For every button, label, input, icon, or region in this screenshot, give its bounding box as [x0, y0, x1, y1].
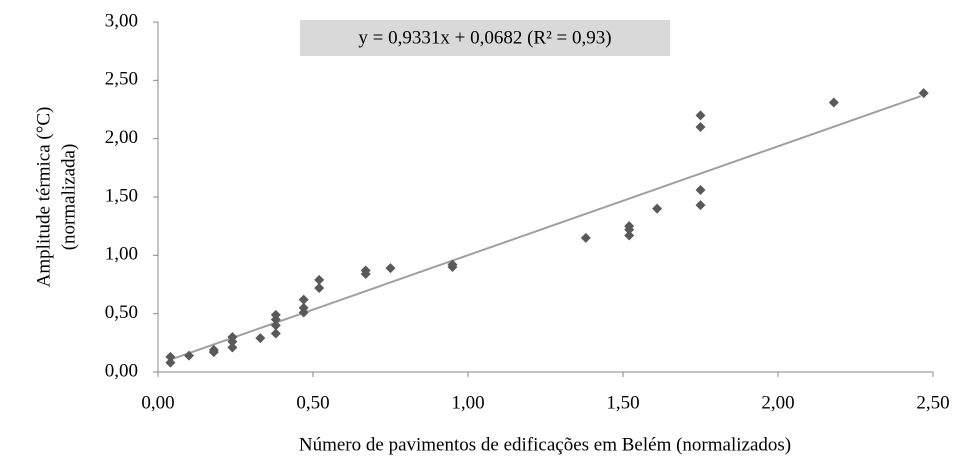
x-axis-label: Número de pavimentos de edificações em B…	[299, 434, 791, 455]
point	[314, 274, 325, 285]
point	[624, 221, 635, 232]
point	[828, 97, 839, 108]
point	[165, 357, 176, 368]
y-tick-label: 0,00	[105, 360, 138, 381]
point	[695, 200, 706, 211]
y-axis-label: Amplitude térmica (°C)	[33, 107, 54, 288]
point	[624, 230, 635, 241]
y-axis-label: (normalizada)	[58, 144, 79, 251]
point	[695, 110, 706, 121]
point	[695, 122, 706, 132]
annotation-box	[300, 20, 670, 56]
point	[918, 88, 929, 99]
point	[165, 351, 176, 362]
point	[270, 320, 281, 331]
y-tick-label: 2,50	[105, 69, 138, 90]
point	[298, 294, 309, 305]
point	[184, 350, 194, 361]
point	[695, 185, 706, 195]
point	[270, 328, 281, 339]
y-tick-label: 1,00	[105, 244, 138, 265]
x-tick-label: 2,50	[916, 392, 949, 413]
point	[385, 263, 396, 274]
trendline	[170, 95, 921, 361]
x-tick-label: 0,50	[296, 392, 329, 413]
point	[580, 232, 591, 243]
point	[447, 262, 458, 272]
point	[298, 302, 309, 313]
x-tick-label: 1,00	[451, 392, 484, 413]
y-tick-label: 0,50	[105, 302, 138, 323]
point	[255, 333, 266, 344]
point	[227, 342, 238, 353]
y-tick-label: 2,00	[105, 127, 138, 148]
annotation: y = 0,9331x + 0,0682 (R² = 0,93)	[358, 27, 611, 48]
point	[360, 265, 371, 276]
y-tick-label: 1,50	[105, 185, 138, 206]
point	[227, 332, 238, 342]
point	[208, 344, 219, 355]
point	[652, 203, 663, 214]
point	[270, 309, 281, 320]
y-tick-label: 3,00	[105, 10, 138, 31]
x-tick-label: 2,00	[761, 392, 794, 413]
point	[314, 283, 325, 293]
x-tick-label: 0,00	[141, 392, 174, 413]
x-tick-label: 1,50	[606, 392, 639, 413]
